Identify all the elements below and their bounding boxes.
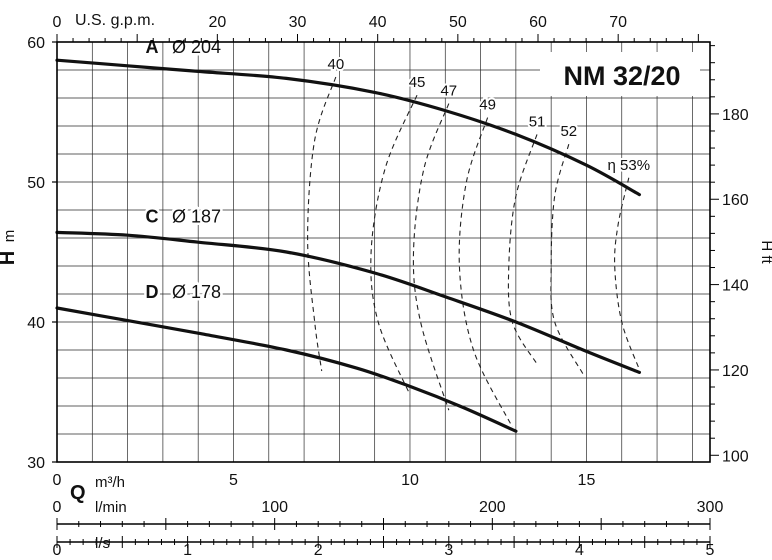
efficiency-label: 40: [328, 56, 345, 73]
plot-frame: [56, 41, 711, 463]
lmin-tick-label: 100: [261, 499, 288, 516]
right-axis-tick-label: 120: [722, 363, 749, 380]
x-axis-unit: m³/h: [95, 474, 125, 491]
ls-axis-label: l/s: [95, 535, 110, 552]
ls-tick-label: 5: [706, 542, 715, 559]
pump-curve-name: C: [146, 206, 159, 226]
lmin-tick-label: 0: [53, 499, 62, 516]
right-axis-tick-label: 100: [722, 448, 749, 465]
ls-tick-label: 3: [444, 542, 453, 559]
pump-curve-name: D: [146, 282, 159, 302]
right-axis-tick-label: 140: [722, 278, 749, 295]
efficiency-label: 47: [440, 83, 457, 100]
efficiency-label: η 53%: [608, 157, 651, 174]
efficiency-curve-1: 40: [307, 54, 346, 372]
x-tick-label: 5: [229, 472, 238, 489]
x-tick-label: 10: [401, 472, 419, 489]
y-tick-label: 50: [27, 175, 45, 192]
ls-tick-label: 1: [183, 542, 192, 559]
top-axis-tick-label: 40: [369, 14, 387, 31]
efficiency-curve-5: 51: [507, 111, 547, 365]
efficiency-curves-layer: 40 45 47 49 51 52 η 53%: [307, 54, 652, 428]
pump-curve-diameter: Ø 178: [172, 282, 221, 302]
lmin-tick-label: 300: [697, 499, 724, 516]
pump-curve-diameter: Ø 204: [172, 37, 221, 57]
efficiency-curve-line: [458, 117, 513, 428]
top-axis-tick-label: 20: [208, 14, 226, 31]
top-axis-tick-label: 0: [53, 14, 62, 31]
efficiency-curve-6: 52: [550, 121, 584, 375]
x-tick-label: 0: [53, 472, 62, 489]
grid-layer: [57, 42, 710, 462]
top-axis-tick-label: 30: [289, 14, 307, 31]
x-axis-label: Q: [70, 482, 86, 504]
lmin-tick-label: 200: [479, 499, 506, 516]
x-tick-label: 15: [578, 472, 596, 489]
efficiency-curve-3: 47: [412, 81, 459, 411]
efficiency-curve-4: 49: [458, 95, 513, 428]
y-tick-label: 60: [27, 35, 45, 52]
ls-tick-label: 2: [314, 542, 323, 559]
efficiency-curve-line: [614, 177, 640, 370]
efficiency-curve-line: [412, 103, 450, 411]
pump-curve-line: [55, 306, 518, 433]
efficiency-curve-7: η 53%: [606, 155, 652, 370]
right-axis-label: H ft: [758, 240, 772, 264]
top-axis-tick-label: 50: [449, 14, 467, 31]
right-axis-tick-label: 180: [722, 107, 749, 124]
y-tick-label: 30: [27, 455, 45, 472]
pump-curve-line: [55, 230, 641, 374]
pump-curve-diameter: Ø 187: [172, 206, 221, 226]
pump-curve-d: D Ø 178: [55, 280, 518, 433]
y-tick-label: 40: [27, 315, 45, 332]
right-axis-tick-label: 160: [722, 192, 749, 209]
efficiency-label: 49: [479, 97, 496, 114]
pump-curve-line: [55, 58, 641, 197]
pump-curve-name: A: [146, 37, 159, 57]
ls-tick-label: 4: [575, 542, 584, 559]
efficiency-curve-2: 45: [370, 72, 427, 396]
chart-title-box: [540, 52, 700, 96]
y-axis-unit: m: [1, 230, 18, 243]
ls-tick-label: 0: [53, 542, 62, 559]
efficiency-curve-line: [550, 144, 584, 375]
efficiency-label: 51: [529, 113, 546, 130]
top-axis-tick-label: 70: [609, 14, 627, 31]
lmin-axis-label: l/min: [95, 499, 127, 516]
efficiency-curve-line: [307, 76, 337, 372]
efficiency-curve-line: [370, 94, 418, 396]
chart-title: NM 32/20: [563, 61, 680, 91]
series-layer: A Ø 204 C Ø 187 D Ø 178: [55, 35, 641, 433]
y-axis-label: H: [0, 251, 19, 265]
top-axis-tick-label: 60: [529, 14, 547, 31]
efficiency-label: 45: [409, 74, 426, 91]
pump-curve-c: C Ø 187: [55, 204, 641, 374]
top-axis-label: U.S. g.p.m.: [75, 12, 155, 29]
efficiency-label: 52: [560, 123, 577, 140]
efficiency-curve-line: [507, 134, 538, 365]
